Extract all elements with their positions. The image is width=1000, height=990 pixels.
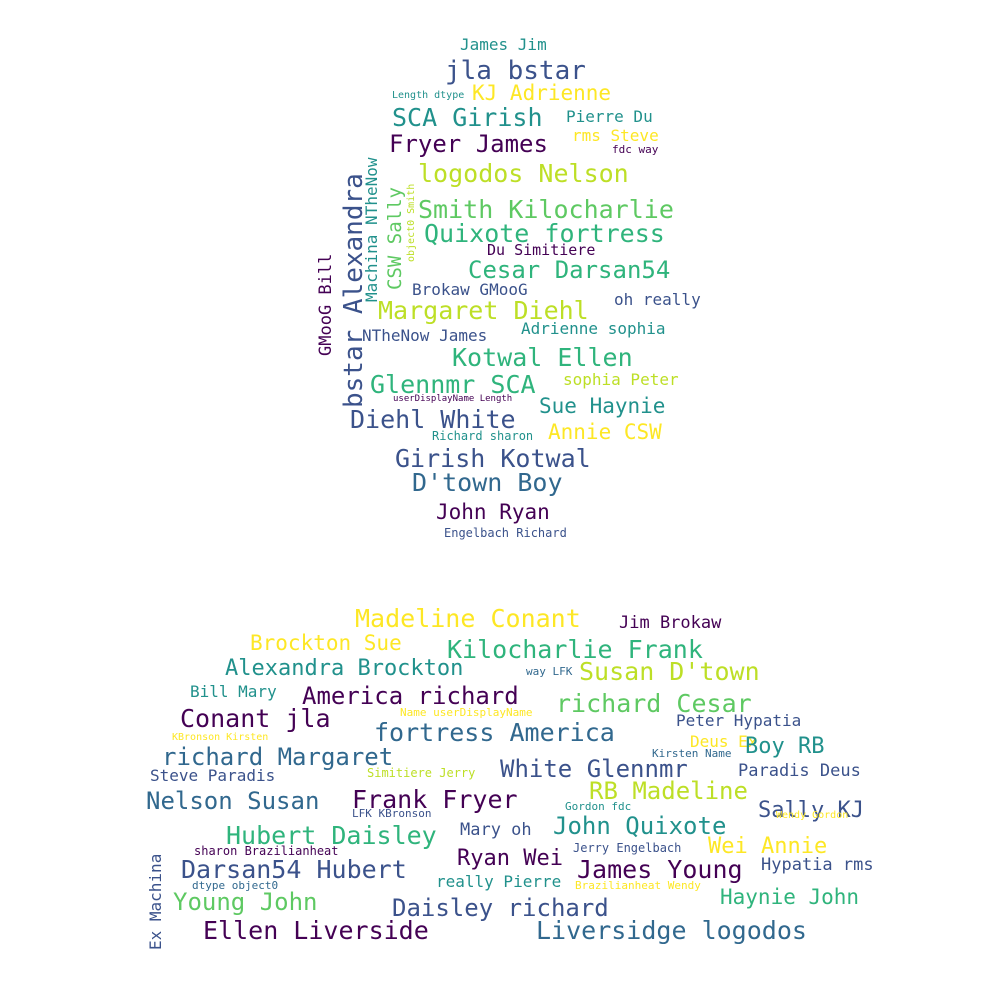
word: Annie CSW	[548, 420, 662, 444]
word: Hubert Daisley	[226, 821, 437, 850]
word: Jerry Engelbach	[573, 841, 682, 855]
word: Name userDisplayName	[400, 706, 533, 719]
word: Ellen Liverside	[203, 916, 429, 945]
word: Haynie John	[720, 885, 860, 909]
word: Cesar Darsan54	[468, 256, 671, 284]
word: Simitiere Jerry	[367, 766, 476, 780]
word: Young John	[173, 888, 318, 916]
word: Kirsten Name	[652, 747, 732, 760]
word: Darsan54 Hubert	[181, 855, 407, 884]
word: Paradis Deus	[738, 761, 861, 781]
word: RB Madeline	[589, 777, 748, 805]
word: logodos Nelson	[418, 159, 629, 188]
word: GMooG Bill	[316, 253, 336, 356]
word: Hypatia rms	[761, 855, 874, 875]
word: Ex Machina	[146, 853, 165, 950]
word: LFK KBronson	[352, 807, 432, 820]
word: James Young	[577, 855, 743, 884]
word: Richard sharon	[432, 429, 534, 443]
word: Gordon fdc	[565, 800, 632, 813]
word: fdc way	[612, 143, 659, 156]
word: Mary oh	[460, 820, 532, 840]
word: Margaret Diehl	[378, 296, 589, 325]
word: Madeline Conant	[355, 604, 581, 633]
word: Brokaw GMooG	[412, 280, 528, 299]
word: James Jim	[460, 35, 547, 54]
word: Wendy Gordon	[776, 810, 849, 821]
word: D'town Boy	[412, 468, 563, 497]
word: Kotwal Ellen	[452, 343, 633, 372]
word: Jim Brokaw	[619, 613, 722, 633]
word: Brockton Sue	[250, 631, 402, 655]
word: way LFK	[526, 665, 573, 678]
word: SCA Girish	[392, 103, 543, 132]
word: sophia Peter	[563, 370, 679, 389]
word: Deus Ex	[690, 732, 758, 751]
word: Engelbach Richard	[444, 526, 567, 540]
word: Smith Kilocharlie	[418, 195, 674, 224]
word: Machina NTheNow	[362, 157, 381, 303]
word: KJ Adrienne	[472, 81, 612, 105]
word: Diehl White	[350, 405, 516, 434]
word: fortress America	[374, 718, 615, 747]
word: userDisplayName Length	[393, 394, 513, 404]
word: Adrienne sophia	[521, 319, 666, 338]
word: America richard	[302, 682, 519, 710]
word: Fryer James	[389, 130, 548, 158]
word: Du Simitiere	[487, 241, 596, 259]
word: Peter Hypatia	[676, 711, 802, 730]
word: Ryan Wei	[457, 846, 563, 871]
word: John Ryan	[436, 500, 550, 524]
word: oh really	[614, 290, 701, 309]
word: Liversidge logodos	[536, 916, 807, 945]
word: dtype object0	[192, 879, 279, 892]
word: White Glennmr	[500, 755, 688, 783]
word: Sue Haynie	[539, 394, 666, 418]
word: Sally KJ	[758, 798, 864, 823]
word: NTheNow James	[362, 326, 488, 345]
word: Boy RB	[745, 734, 825, 759]
word: Brazilianheat Wendy	[575, 879, 701, 892]
word: KBronson Kirsten	[172, 732, 269, 743]
word: Pierre Du	[566, 107, 653, 126]
word: rms Steve	[572, 126, 659, 145]
word: Alexandra Brockton	[225, 656, 464, 681]
word: Nelson Susan	[146, 787, 320, 815]
word: Girish Kotwal	[395, 444, 591, 473]
word: Susan D'town	[579, 657, 760, 686]
word: John Quixote	[553, 812, 727, 840]
word: sharon Brazilianheat	[194, 844, 339, 858]
word: Steve Paradis	[150, 766, 276, 785]
word: Kilocharlie Frank	[447, 635, 703, 664]
word: Conant jla	[180, 704, 331, 733]
word: Daisley richard	[392, 894, 609, 922]
word: object0 Smith	[406, 183, 417, 262]
word: Quixote fortress	[424, 219, 665, 248]
word: Glennmr SCA	[370, 370, 536, 399]
word: CSW Sally	[384, 187, 406, 290]
word: Length dtype	[392, 90, 465, 101]
word: Frank Fryer	[352, 785, 518, 814]
word: Bill Mary	[190, 682, 277, 701]
word: richard Cesar	[556, 689, 752, 718]
word: jla bstar	[445, 56, 586, 86]
word: richard Margaret	[162, 743, 394, 771]
word: Wei Annie	[708, 834, 828, 859]
word: really Pierre	[436, 872, 562, 891]
